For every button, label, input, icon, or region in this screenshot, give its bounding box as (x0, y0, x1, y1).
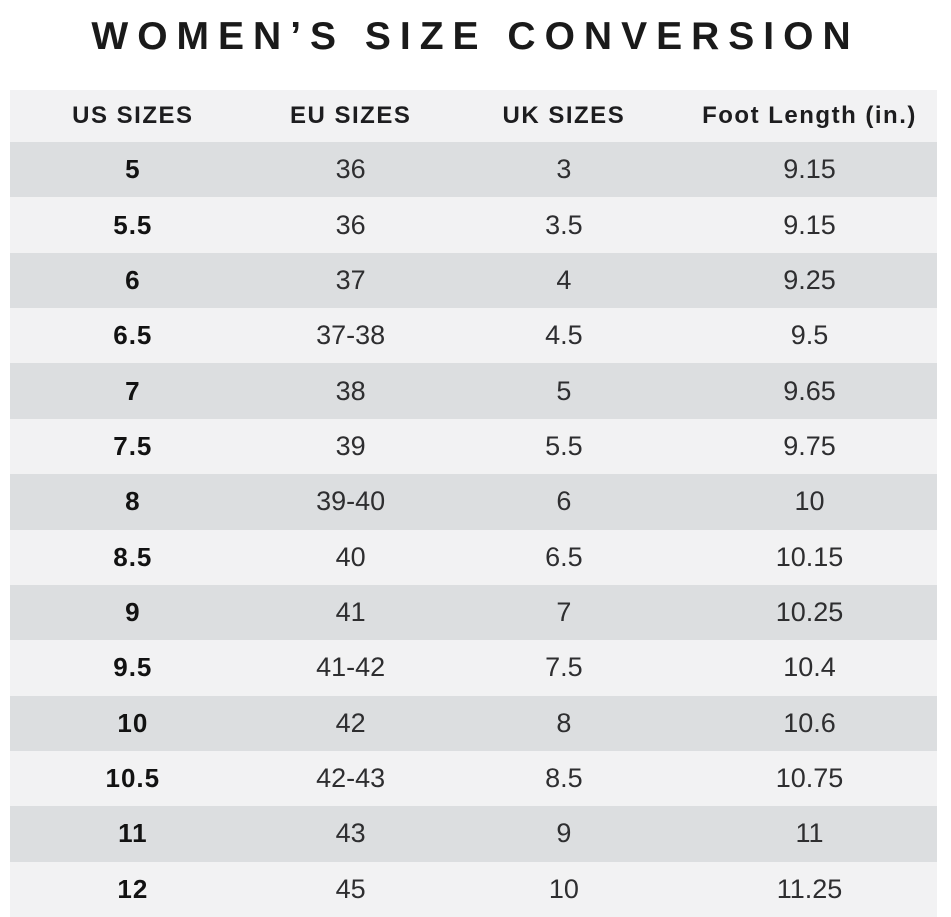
table-cell: 10 (794, 486, 825, 517)
table-cell: 36 (335, 209, 366, 240)
column-header: UK SIZES (502, 102, 626, 129)
title-bar: WOMEN’S SIZE CONVERSION (0, 0, 951, 90)
table-row: 10 42 8 10.6 (10, 695, 937, 751)
column-header: EU SIZES (289, 102, 412, 129)
column-header: Foot Length (in.) (702, 102, 917, 129)
table-cell: 8.5 (113, 541, 153, 572)
table-cell: 8 (125, 486, 141, 517)
table-cell: 9.15 (783, 154, 836, 185)
table-row: 12 45 10 11.25 (10, 861, 937, 917)
table-cell: 41-42 (316, 652, 386, 683)
table-cell: 6.5 (113, 320, 153, 351)
table-cell: 9 (125, 597, 141, 628)
table-header-row: US SIZES EU SIZES UK SIZES Foot Length (in.… (10, 90, 937, 142)
table-row: 8 39-40 6 10 (10, 474, 937, 530)
table-cell: 10 (117, 707, 149, 738)
table-cell: 5.5 (545, 430, 583, 461)
table-cell: 7 (125, 375, 141, 406)
table-cell: 43 (335, 818, 366, 849)
table-cell: 9.5 (113, 652, 153, 683)
size-conversion-table: US SIZES EU SIZES UK SIZES Foot Length (in.… (10, 90, 937, 917)
table-cell: 40 (335, 541, 366, 572)
table-row: 9 41 7 10.25 (10, 584, 937, 641)
table-cell: 9.75 (783, 430, 836, 461)
table-cell: 42 (335, 707, 366, 738)
table-row: 5.5 36 3.5 9.15 (10, 197, 937, 253)
table-cell: 36 (335, 154, 366, 185)
table-body: 5 36 3 9.15 5.5 36 3.5 9.15 6 37 4 9.25 6.5 37-38 4.5 9… (10, 142, 937, 917)
table-row: 11 43 9 11 (10, 806, 937, 862)
table-cell: 3 (556, 154, 572, 185)
table-row: 5 36 3 9.15 (10, 142, 937, 198)
table-cell: 9.15 (783, 209, 836, 240)
table-cell: 11.25 (776, 873, 843, 904)
column-header: US SIZES (72, 102, 194, 129)
table-cell: 8 (556, 707, 572, 738)
table-cell: 10.15 (775, 541, 844, 572)
table-cell: 4 (556, 264, 572, 295)
table-cell: 7 (556, 597, 572, 628)
table-cell: 11 (795, 818, 824, 849)
page-title: WOMEN’S SIZE CONVERSION (91, 15, 860, 58)
table-cell: 7.5 (545, 652, 583, 683)
table-row: 10.5 42-43 8.5 10.75 (10, 750, 937, 807)
table-cell: 41 (335, 597, 366, 628)
table-cell: 38 (335, 375, 366, 406)
table-row: 7 38 5 9.65 (10, 363, 937, 419)
table-cell: 10.75 (775, 763, 844, 794)
table-cell: 42-43 (316, 763, 386, 794)
table-cell: 5 (556, 375, 572, 406)
table-cell: 7.5 (113, 430, 153, 461)
table-cell: 6 (125, 264, 141, 295)
table-cell: 4.5 (545, 320, 583, 351)
table-cell: 39 (335, 430, 366, 461)
table-cell: 11 (118, 818, 148, 849)
table-row: 8.5 40 6.5 10.15 (10, 529, 937, 585)
table-row: 6.5 37-38 4.5 9.5 (10, 308, 937, 364)
table-cell: 9.65 (783, 375, 836, 406)
table-cell: 12 (117, 873, 149, 904)
table-cell: 45 (335, 873, 366, 904)
table-cell: 3.5 (545, 209, 583, 240)
table-cell: 9.5 (790, 320, 829, 351)
table-cell: 5 (125, 154, 141, 185)
table-cell: 10 (548, 873, 579, 904)
table-row: 6 37 4 9.25 (10, 252, 937, 309)
table-row: 7.5 39 5.5 9.75 (10, 418, 937, 475)
table-cell: 39-40 (316, 486, 386, 517)
table-cell: 10.6 (783, 707, 836, 738)
table-row: 9.5 41-42 7.5 10.4 (10, 640, 937, 696)
table-cell: 5.5 (113, 209, 153, 240)
table-cell: 10.5 (105, 763, 161, 794)
table-cell: 6.5 (545, 541, 583, 572)
table-cell: 6 (556, 486, 572, 517)
table-cell: 10.25 (775, 597, 844, 628)
table-cell: 10.4 (783, 652, 836, 683)
table-cell: 8.5 (545, 763, 583, 794)
table-cell: 37 (335, 264, 366, 295)
table-cell: 9.25 (783, 264, 836, 295)
table-cell: 37-38 (316, 320, 386, 351)
table-cell: 9 (556, 818, 572, 849)
